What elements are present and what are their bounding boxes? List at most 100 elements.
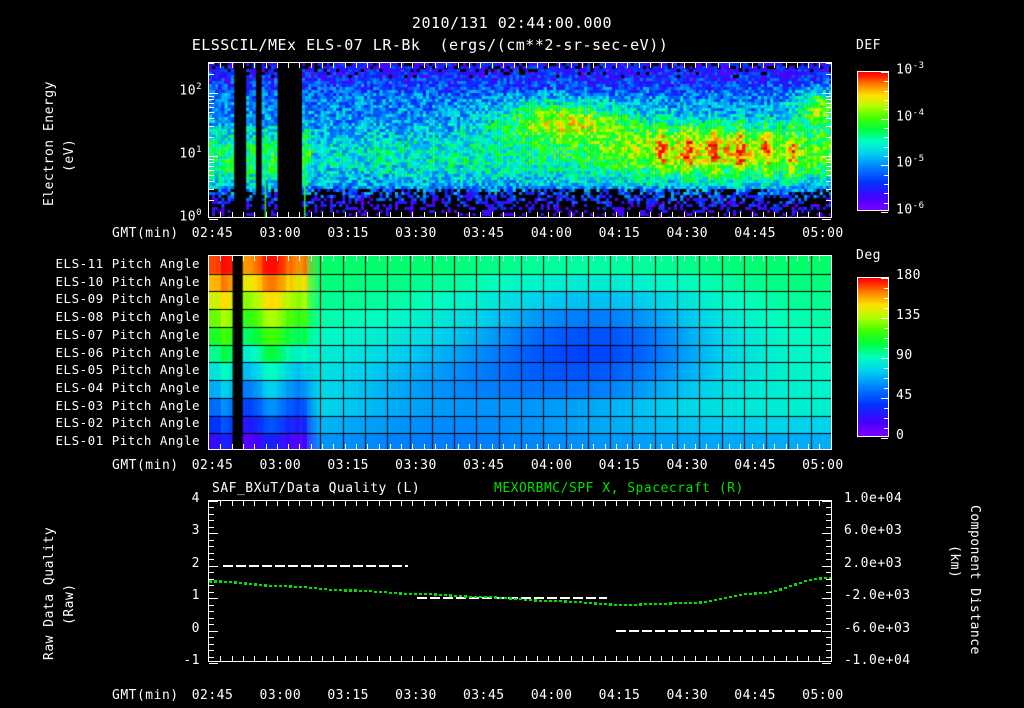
spacecraft-distance-point [654,602,658,606]
xtick-label: 03:45 [462,458,505,473]
spacecraft-distance-point [644,603,648,606]
spacecraft-distance-point [739,593,743,597]
tick-mark [884,175,888,177]
tick-mark [884,147,888,149]
spacecraft-distance-point [339,589,343,592]
xtick-label: 05:00 [802,458,844,473]
spacecraft-distance-point [414,592,418,596]
bottom-xaxis-label: GMT(min) [112,688,179,703]
pitch-row-label: ELS-05 Pitch Angle [55,362,200,378]
tick-mark [884,100,888,102]
spacecraft-distance-point [539,599,543,602]
spacecraft-distance-point [549,600,553,603]
spacecraft-distance-point [794,583,798,586]
spacecraft-distance-point [379,590,383,594]
xtick-label: 05:00 [802,688,844,703]
data-quality-segment [534,597,544,600]
spacecraft-distance-point [314,587,318,590]
bottom-ytick-label-left: 1 [191,588,200,604]
spacecraft-distance-point [369,590,373,593]
spacecraft-distance-point [564,600,568,603]
spacecraft-distance-point [674,602,678,605]
spacecraft-distance-point [454,594,458,598]
spacecraft-distance-point [384,591,388,594]
spacecraft-distance-point [534,599,538,602]
spacecraft-distance-point [444,594,448,597]
data-quality-segment [758,629,769,632]
xtick-label: 04:00 [530,226,573,241]
deg-colorbar[interactable] [857,277,889,440]
pitch-row-label: ELS-10 Pitch Angle [55,273,200,289]
spacecraft-distance-point [234,581,238,584]
bottom-ytick-label-right: -1.0e+04 [844,653,911,668]
data-quality-segment [719,629,730,632]
tick-mark [884,388,888,390]
spacecraft-distance-point [484,596,488,599]
xtick-label: 03:00 [259,226,302,241]
tick-mark [831,444,833,449]
xtick-label: 04:30 [666,688,709,703]
tick-mark [884,184,888,186]
bottom-line-panel[interactable] [208,500,833,665]
bottom-ytick-label-right: -2.0e+03 [844,588,911,604]
spacecraft-distance-point [734,594,738,597]
spacecraft-distance-point [624,603,628,606]
spacecraft-distance-point [259,583,263,587]
spacecraft-distance-point [284,585,288,588]
data-quality-segment [352,564,363,567]
spacecraft-distance-point [374,590,378,593]
tick-mark [209,663,218,665]
spacecraft-distance-point [714,598,718,602]
xtick-label: 03:30 [395,688,437,703]
spacecraft-distance-point [529,599,533,602]
spacecraft-distance-point [354,589,358,592]
spacecraft-distance-point [429,593,433,596]
spacecraft-distance-point [264,584,268,587]
bottom-ylabel-left-line1: Raw Data Quality [42,526,57,660]
xtick-label: 02:45 [191,458,234,473]
spacecraft-distance-point [439,593,443,596]
bottom-ylabel-left-line2: (Raw) [62,583,77,625]
data-quality-segment [365,564,376,567]
spacecraft-distance-point [304,586,308,589]
spacecraft-distance-point [359,589,363,592]
tick-mark [884,288,888,290]
xtick-label: 04:30 [666,458,709,473]
def-colorbar[interactable] [857,71,889,214]
spacecraft-distance-point [634,603,638,606]
bottom-ytick-label-left: -1 [183,653,200,668]
spacecraft-distance-point [694,601,698,605]
xtick-label: 04:15 [598,226,641,241]
spacecraft-distance-point [254,583,258,586]
spacecraft-distance-point [279,585,283,588]
spacecraft-distance-point [249,582,253,586]
pitch-row-label: ELS-11 Pitch Angle [55,255,200,271]
page-title: 2010/131 02:44:00.000 [411,14,613,32]
spectrogram-image [209,63,831,217]
pitch-row-label: ELS-06 Pitch Angle [55,344,200,360]
spectrogram-panel[interactable] [208,62,833,221]
spacecraft-distance-point [269,584,273,587]
pitch-row-label: ELS-01 Pitch Angle [55,433,200,449]
deg-tick-label: 0 [896,428,905,443]
pitch-angle-panel[interactable] [208,255,833,450]
tick-mark [884,418,888,420]
data-quality-segment [404,564,408,567]
tick-mark [884,109,888,111]
tick-mark [831,501,833,506]
bottom-ytick-label-left: 2 [191,555,200,571]
spacecraft-distance-point [399,592,403,595]
spacecraft-distance-point [329,588,333,591]
data-quality-segment [339,564,350,567]
spacecraft-distance-point [659,602,663,605]
data-quality-segment [573,597,583,600]
ytick-label: 101 [179,145,202,162]
data-quality-segment [313,564,324,567]
tick-mark [881,72,888,74]
data-quality-segment [469,597,479,600]
bottom-ytick-label-left: 4 [191,491,200,506]
spacecraft-distance-point [289,585,293,588]
xtick-label: 04:00 [530,688,573,703]
page-subtitle: ELSSCIL/MEx ELS-07 LR-Bk (ergs/(cm**2-sr… [191,36,669,54]
spacecraft-distance-point [779,588,783,591]
